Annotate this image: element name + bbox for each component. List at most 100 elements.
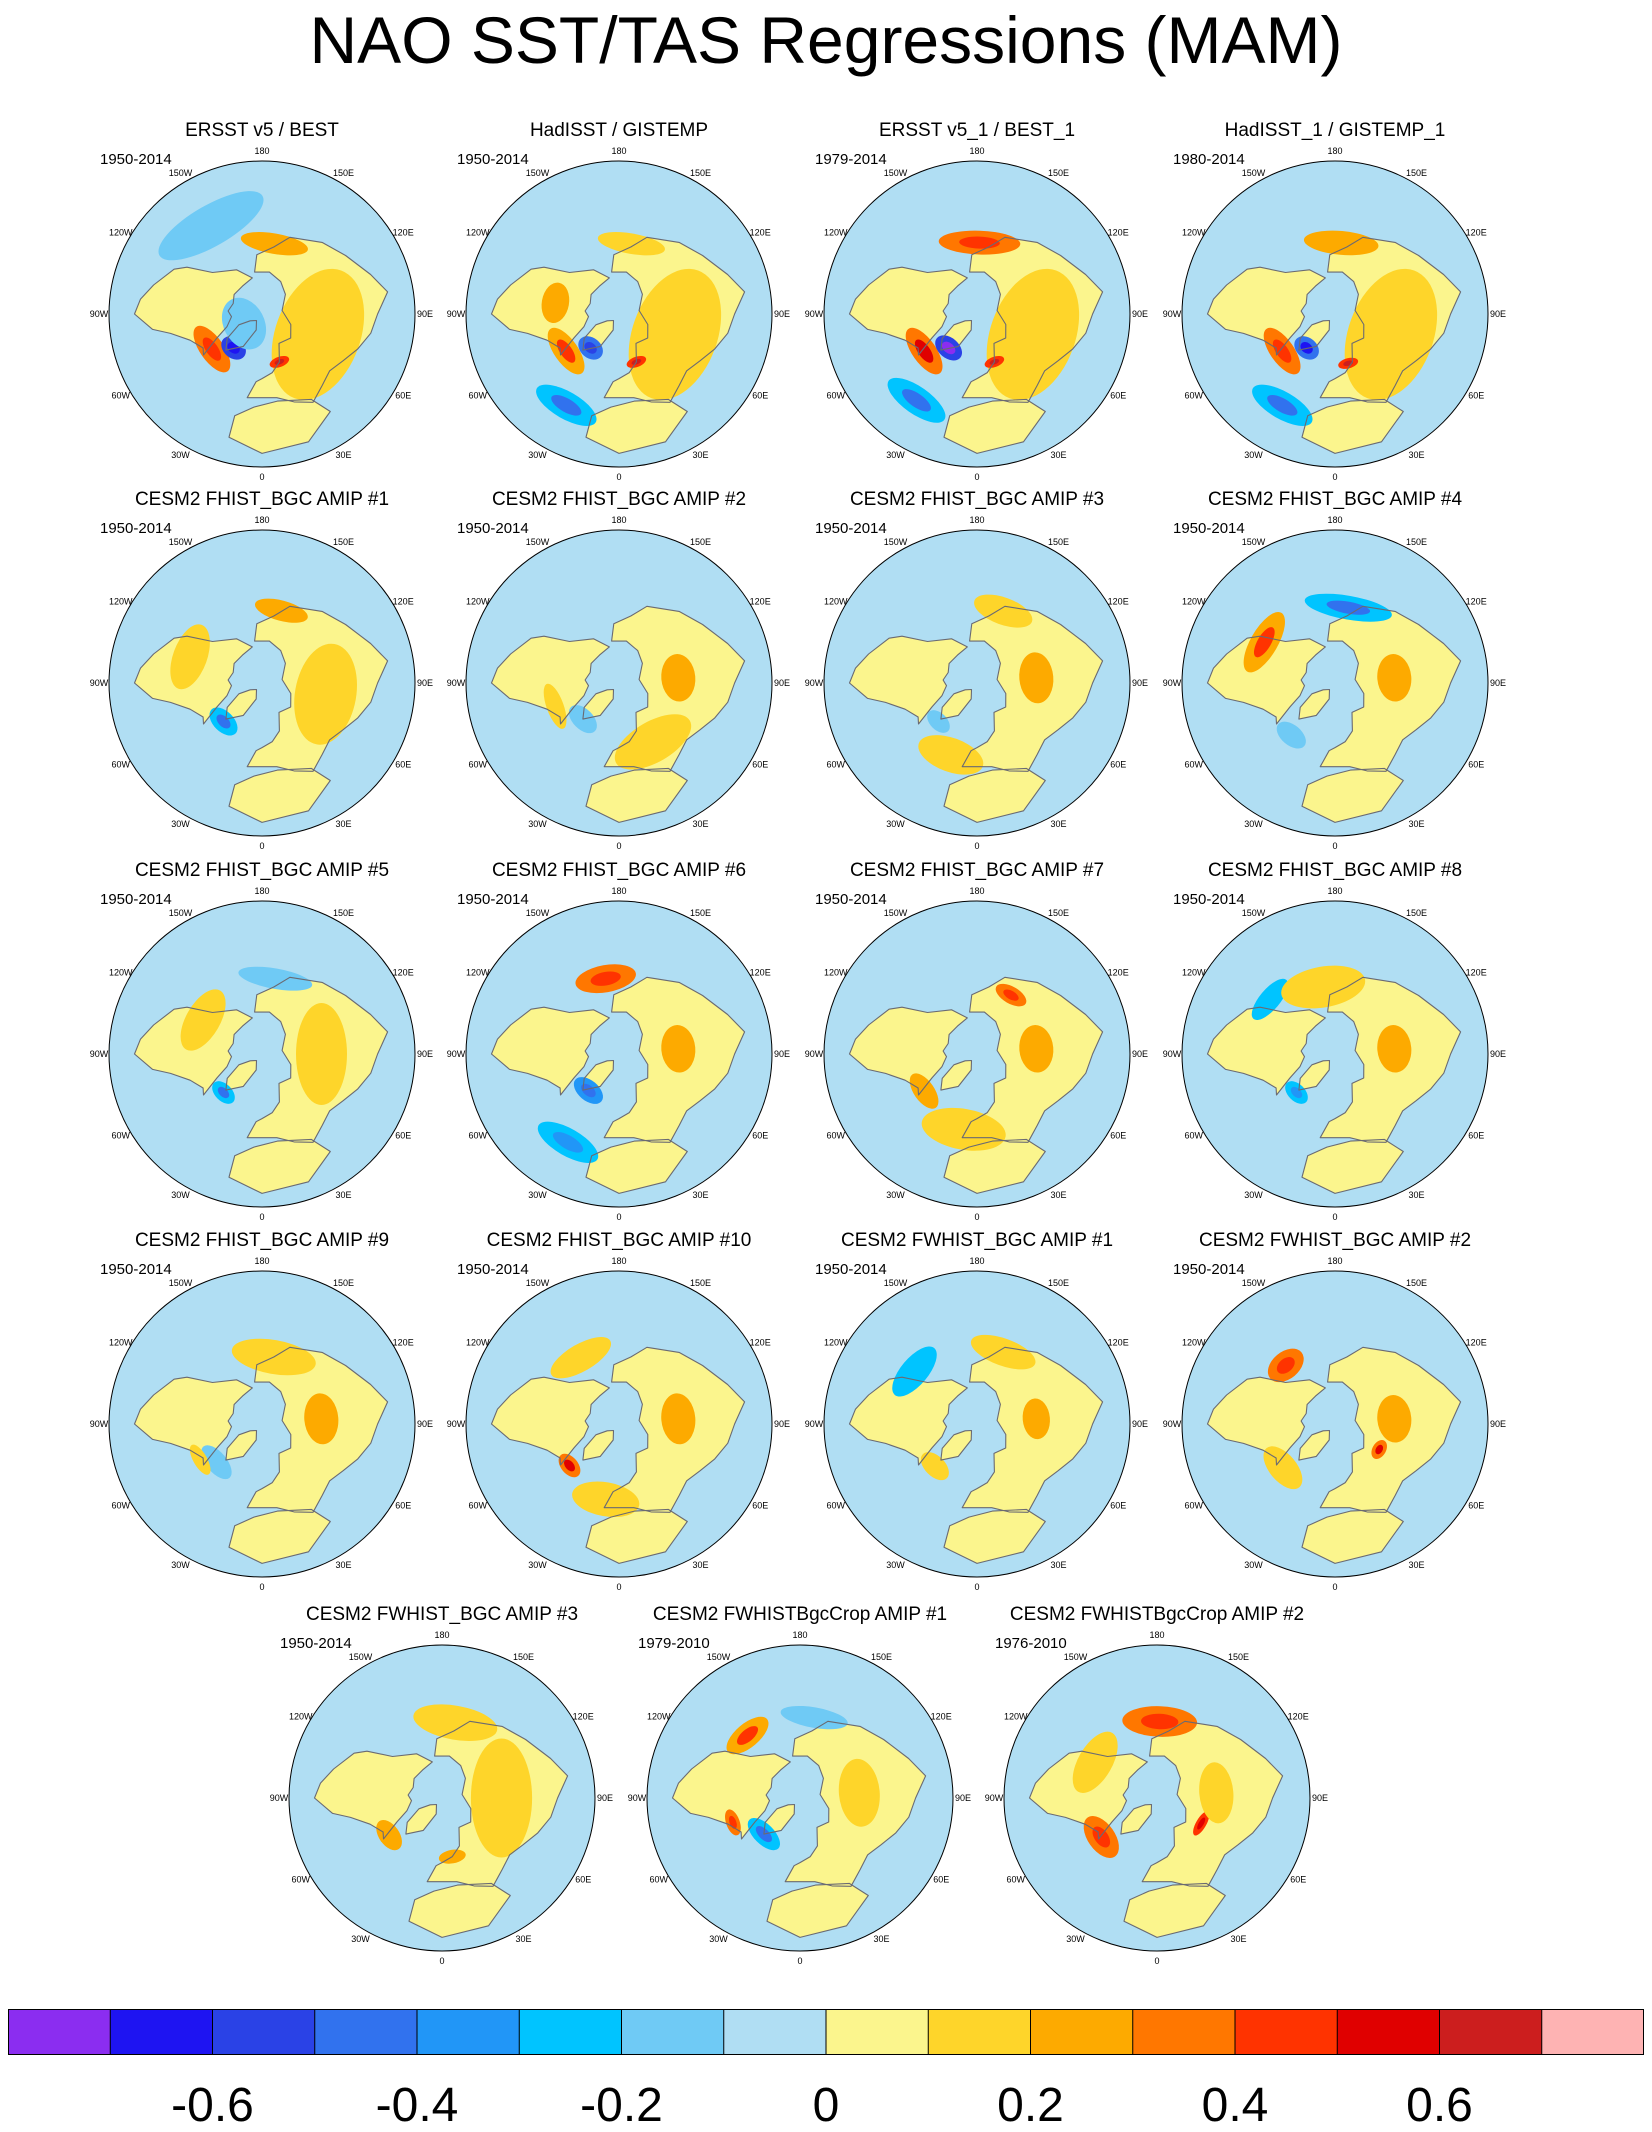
- longitude-label: 0: [616, 1582, 621, 1592]
- anomaly-blob: [661, 1025, 696, 1073]
- polar-map: 180 150E 120E 90E 60E 30E 0 30W 60W 90W 120W 150W: [805, 886, 1148, 1222]
- map-background: [824, 1271, 1130, 1577]
- coastline: [1319, 605, 1462, 772]
- coastline: [582, 1429, 615, 1461]
- map-background: [466, 1271, 772, 1577]
- land-anomaly-region: [944, 1139, 1046, 1194]
- colorbar-swatch: [1030, 2009, 1134, 2055]
- coastline: [940, 1059, 973, 1091]
- coastline: [405, 1803, 438, 1835]
- colorbar-tick-label: 0.4: [1201, 2079, 1269, 2132]
- map-border: [646, 1644, 954, 1952]
- map-panel: HadISST / GISTEMP 1950-2014 180 150E 120E 90E…: [444, 120, 794, 490]
- anomaly-blob: [614, 714, 692, 770]
- longitude-label: 0: [1332, 1582, 1337, 1592]
- coastline: [961, 976, 1104, 1143]
- longitude-label: 60W: [827, 1131, 846, 1141]
- longitude-label: 150E: [1406, 537, 1427, 547]
- longitude-label: 30W: [171, 450, 190, 460]
- anomaly-core: [590, 971, 621, 986]
- longitude-label: 150W: [169, 537, 193, 547]
- anomaly-core: [551, 394, 582, 416]
- longitude-label: 60W: [650, 1875, 669, 1885]
- land-anomaly-region: [849, 636, 968, 724]
- longitude-label: 60W: [112, 1501, 131, 1511]
- anomaly-core: [941, 341, 956, 355]
- longitude-label: 150E: [1406, 168, 1427, 178]
- longitude-label: 150E: [1228, 1652, 1249, 1662]
- anomaly-blob: [413, 1704, 498, 1741]
- coastline: [1301, 1508, 1404, 1564]
- longitude-label: 90W: [805, 309, 824, 319]
- anomaly-blob: [1377, 1395, 1412, 1443]
- panel-title: CESM2 FHIST_BGC AMIP #10: [486, 1230, 752, 1251]
- longitude-label: 180: [1327, 1256, 1342, 1266]
- land-anomaly-region: [586, 1139, 688, 1194]
- longitude-label: 120W: [647, 1712, 671, 1722]
- longitude-label: 90W: [447, 309, 466, 319]
- land-anomaly-region: [1207, 1007, 1326, 1095]
- longitude-label: 150E: [333, 168, 354, 178]
- anomaly-core: [1267, 394, 1298, 416]
- panel-title: CESM2 FHIST_BGC AMIP #7: [849, 860, 1105, 881]
- longitude-label: 30E: [692, 819, 708, 829]
- longitude-label: 30W: [709, 1934, 728, 1944]
- longitude-label: 90E: [1490, 678, 1506, 688]
- coastline: [582, 1059, 615, 1091]
- land-anomaly-region: [491, 1377, 610, 1465]
- panel-period: 1950-2014: [457, 891, 529, 908]
- panel-period: 1950-2014: [1173, 1261, 1245, 1278]
- longitude-label: 60E: [1290, 1875, 1306, 1885]
- longitude-label: 150E: [1406, 908, 1427, 918]
- panel-period: 1950-2014: [100, 520, 172, 537]
- longitude-label: 120E: [1108, 1338, 1129, 1348]
- land-anomaly-region: [1302, 399, 1404, 454]
- map-panel: CESM2 FHIST_BGC AMIP #2 1950-2014 180 150E 1…: [444, 489, 794, 859]
- longitude-label: 90E: [774, 678, 790, 688]
- anomaly-blob: [1344, 268, 1438, 400]
- longitude-label: 90E: [1490, 1049, 1506, 1059]
- map-panel: CESM2 FWHIST_BGC AMIP #1 1950-2014 180 150E…: [802, 1230, 1152, 1600]
- coastline: [1123, 1882, 1226, 1938]
- longitude-label: 90W: [805, 678, 824, 688]
- anomaly-core: [959, 236, 1000, 249]
- longitude-label: 120W: [824, 228, 848, 238]
- longitude-label: 120E: [1466, 597, 1487, 607]
- land-anomaly-region: [1120, 1804, 1152, 1835]
- anomaly-blob: [238, 966, 313, 991]
- land-anomaly-region: [586, 399, 688, 454]
- longitude-label: 90E: [774, 1049, 790, 1059]
- anomaly-blob: [201, 1445, 232, 1480]
- longitude-label: 30W: [1244, 1190, 1263, 1200]
- longitude-label: 120E: [750, 968, 771, 978]
- longitude-label: 60E: [395, 1501, 411, 1511]
- panel-title: CESM2 FHIST_BGC AMIP #8: [1207, 860, 1463, 881]
- panel-period: 1980-2014: [1173, 151, 1245, 168]
- longitude-label: 60E: [395, 760, 411, 770]
- land-anomaly-region: [229, 1139, 331, 1194]
- longitude-label: 90E: [417, 1049, 433, 1059]
- polar-map: 180 150E 120E 90E 60E 30E 0 30W 60W 90W 120W 150W: [447, 886, 790, 1222]
- anomaly-blob: [986, 268, 1080, 400]
- anomaly-blob: [541, 282, 570, 324]
- coastline: [133, 266, 253, 356]
- longitude-label: 90W: [805, 1419, 824, 1429]
- colorbar-swatch: [723, 2009, 827, 2055]
- map-border: [823, 160, 1131, 468]
- coastline: [1319, 236, 1462, 403]
- anomaly-blob: [1019, 652, 1054, 704]
- anomaly-blob: [1022, 1398, 1050, 1440]
- longitude-label: 150W: [1242, 1278, 1266, 1288]
- longitude-label: 0: [974, 841, 979, 851]
- longitude-label: 30E: [1408, 450, 1424, 460]
- anomaly-core: [1375, 1444, 1384, 1455]
- panel-title: HadISST / GISTEMP: [529, 120, 709, 141]
- coastline: [1319, 976, 1462, 1143]
- map-background: [1182, 1271, 1488, 1577]
- land-anomaly-region: [405, 1804, 437, 1835]
- longitude-label: 120E: [393, 228, 414, 238]
- panel-period: 1950-2014: [457, 520, 529, 537]
- longitude-label: 180: [254, 146, 269, 156]
- longitude-label: 90E: [1490, 309, 1506, 319]
- land-anomaly-region: [582, 1430, 614, 1461]
